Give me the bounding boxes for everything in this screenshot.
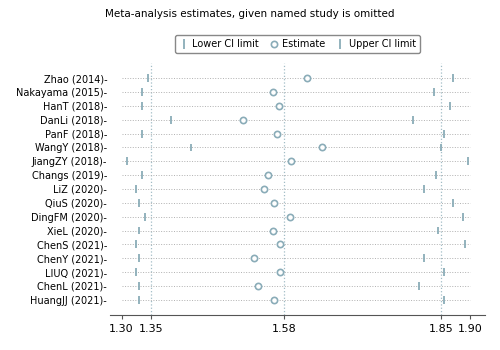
Text: Meta-analysis estimates, given named study is omitted: Meta-analysis estimates, given named stu…	[105, 9, 395, 19]
Legend: Lower CI limit, Estimate, Upper CI limit: Lower CI limit, Estimate, Upper CI limit	[175, 35, 420, 53]
